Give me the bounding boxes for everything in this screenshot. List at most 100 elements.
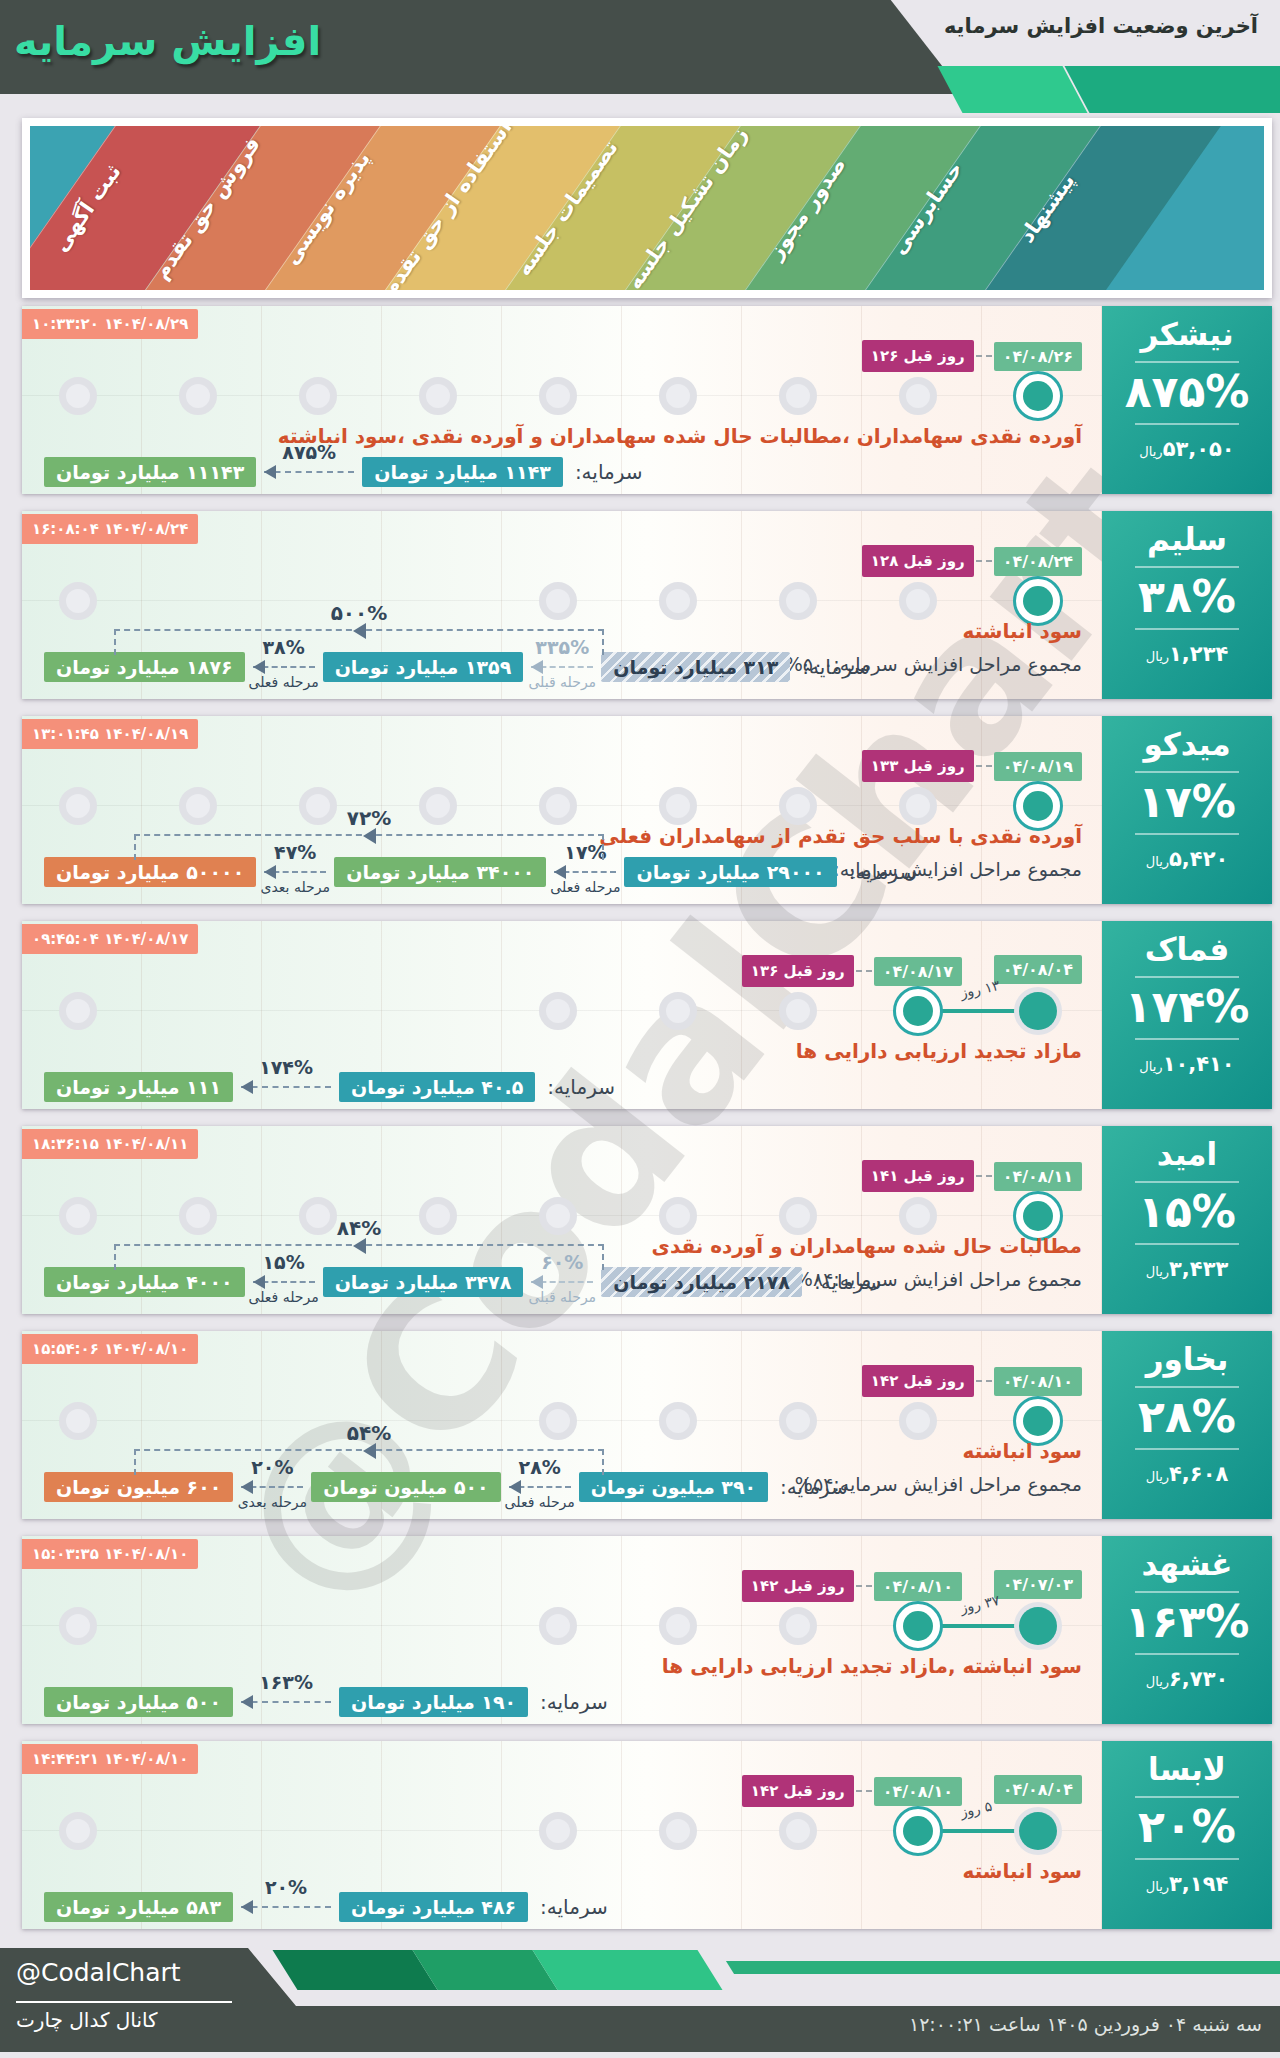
company-name: نیشکر — [1140, 316, 1233, 352]
company-percent: ۳۸% — [1138, 575, 1236, 619]
timestamp-badge: ۱۴۰۴/۰۸/۱۰ ۱۵:۵۴:۰۶ — [22, 1334, 198, 1364]
stage-circle-empty — [899, 787, 937, 825]
company-panel: امید۱۵%۳,۴۳۳ریال — [1102, 1126, 1272, 1314]
timestamp-badge: ۱۴۰۴/۰۸/۱۱ ۱۸:۳۶:۱۵ — [22, 1129, 198, 1159]
page-title: افزایش سرمایه — [14, 18, 321, 64]
stage-circle-empty — [779, 992, 817, 1030]
event-date-badge: ۰۴/۰۸/۱۰ — [994, 1367, 1082, 1396]
dash-connector — [856, 970, 872, 972]
capital-badge: ۵۰۰۰۰ میلیارد تومان — [44, 857, 256, 887]
stage-circle-empty — [59, 1607, 97, 1645]
increase-arrow: ۱۷%مرحله فعلی — [554, 871, 616, 873]
footer-stripe-1 — [273, 1950, 438, 1990]
company-card: ۱۴۰۴/۰۸/۱۷ ۰۹:۴۵:۰۴۱۳۶ روز قبل۰۴/۰۸/۱۷۰۴… — [22, 921, 1272, 1109]
stage-circle-empty — [899, 1197, 937, 1235]
capital-label: سرمایه: — [802, 655, 870, 679]
increase-arrow: ۲۰%مرحله بعدی — [241, 1486, 303, 1488]
stage-circle-empty — [179, 377, 217, 415]
stage-circle-active — [893, 1601, 943, 1651]
capital-badge: ۱۸۷۶ میلیارد تومان — [44, 652, 245, 682]
dash-connector — [976, 560, 992, 562]
stage-circle-empty — [59, 1197, 97, 1235]
stage-circle-empty — [539, 377, 577, 415]
increase-arrow: ۶۰%مرحله قبلی — [531, 1281, 593, 1283]
stage-circle-empty — [779, 377, 817, 415]
timestamp-badge: ۱۴۰۴/۰۸/۱۰ ۱۵:۰۳:۳۵ — [22, 1539, 198, 1569]
increase-arrow: ۸۷۵% — [264, 471, 354, 473]
stage-circle-empty — [59, 1812, 97, 1850]
stage-circle-empty — [59, 787, 97, 825]
days-ago-badge: ۱۴۱ روز قبل — [862, 1160, 974, 1192]
company-panel: میدکو۱۷%۵,۴۲۰ریال — [1102, 716, 1272, 904]
description-text: آورده نقدی با سلب حق تقدم از سهامداران ف… — [599, 824, 1082, 848]
timestamp-badge: ۱۴۰۴/۰۸/۲۹ ۱۰:۳۳:۲۰ — [22, 309, 198, 339]
stage-circle-empty — [419, 1197, 457, 1235]
company-price: ۴,۶۰۸ — [1169, 1462, 1228, 1486]
description-text: مطالبات حال شده سهامداران و آورده نقدی — [652, 1234, 1082, 1258]
capital-label: سرمایه: — [547, 1075, 615, 1099]
event-date-badge: ۰۴/۰۸/۲۴ — [994, 547, 1082, 576]
increase-arrow: ۱۷۴% — [241, 1086, 331, 1088]
company-price: ۶,۷۳۰ — [1169, 1667, 1228, 1691]
header-stripe-dark — [1065, 66, 1280, 113]
company-panel: نیشکر ۸۷۵% ۵۳,۰۵۰ریال — [1102, 306, 1272, 494]
days-ago-badge: ۱۲۶ روز قبل — [862, 340, 974, 372]
company-price: ۵۳,۰۵۰ — [1163, 437, 1235, 461]
days-ago-badge: ۱۲۸ روز قبل — [862, 545, 974, 577]
company-percent: ۱۵% — [1138, 1190, 1236, 1234]
increase-percent: ۲۰% — [265, 1876, 307, 1898]
company-name: لابسا — [1148, 1751, 1226, 1787]
capital-badge: ۴۰.۵ میلیارد تومان — [339, 1072, 535, 1102]
company-price: ۳,۴۳۳ — [1169, 1257, 1228, 1281]
total-percent: ۸۴% — [337, 1216, 381, 1240]
stage-circle-empty — [59, 377, 97, 415]
company-price: ۳,۱۹۴ — [1169, 1872, 1228, 1896]
stage-circle-empty — [59, 1402, 97, 1440]
capital-badge: ۲۹۰۰۰ میلیارد تومان — [624, 857, 836, 887]
stage-circle-empty — [659, 1197, 697, 1235]
stage-name-label: مرحله قبلی — [528, 674, 596, 690]
company-name: بخاور — [1146, 1341, 1229, 1377]
dash-connector — [976, 1380, 992, 1382]
stage-circle-empty — [899, 582, 937, 620]
increase-arrow: ۲۸%مرحله فعلی — [509, 1486, 571, 1488]
company-panel: غشهد۱۶۳%۶,۷۳۰ریال — [1102, 1536, 1272, 1724]
days-ago-badge: ۱۳۶ روز قبل — [742, 955, 854, 987]
capital-label: سرمایه: — [849, 860, 917, 884]
event-date-badge: ۰۴/۰۸/۰۴ — [994, 1775, 1082, 1804]
company-percent: ۸۷۵% — [1125, 370, 1250, 414]
stages-banner: ثبت آگهیفروش حق تقدمپذیره نویسیاستفاده ا… — [22, 118, 1272, 298]
total-bracket: ۷۲% — [134, 834, 604, 860]
capital-badge: ۱۱۴۳ میلیارد تومان — [362, 457, 563, 487]
company-name: فماک — [1145, 931, 1229, 967]
total-percent: ۵۰۰% — [331, 601, 388, 625]
price-unit: ریال — [1139, 444, 1162, 459]
footer-stripe-3 — [533, 1950, 723, 1990]
stage-circle-empty — [779, 1197, 817, 1235]
capital-label: سرمایه: — [814, 1270, 882, 1294]
stage-circle-empty — [299, 1197, 337, 1235]
company-panel: لابسا۲۰%۳,۱۹۴ریال — [1102, 1741, 1272, 1929]
capital-badge: ۴۸۶ میلیارد تومان — [339, 1892, 528, 1922]
days-between-label: ۵ روز — [959, 1798, 994, 1820]
stage-circle-empty — [299, 787, 337, 825]
company-card: ۱۴۰۴/۰۸/۱۰ ۱۴:۴۴:۲۱۱۴۲ روز قبل۰۴/۰۸/۱۰۰۴… — [22, 1741, 1272, 1929]
description-text: سود انباشته — [963, 619, 1082, 643]
stage-circle-empty — [779, 787, 817, 825]
company-name: امید — [1157, 1136, 1217, 1172]
price-unit: ریال — [1139, 1059, 1162, 1074]
company-percent: ۱۷۴% — [1125, 985, 1250, 1029]
footer-channel-label: کانال کدال چارت — [16, 2008, 158, 2032]
stage-circle-empty — [179, 787, 217, 825]
increase-percent: ۱۶۳% — [259, 1671, 313, 1693]
event-date-badge: ۰۴/۰۸/۱۰ — [874, 1777, 962, 1806]
increase-arrow: ۱۶۳% — [241, 1701, 331, 1703]
capital-badge: ۵۰۰ میلیون تومان — [311, 1472, 500, 1502]
capital-label: سرمایه: — [540, 1895, 608, 1919]
stage-circle-empty — [659, 1812, 697, 1850]
stage-circle-done — [1019, 1812, 1057, 1850]
capital-badge: ۱۱۱ میلیارد تومان — [44, 1072, 233, 1102]
increase-arrow: ۲۰% — [241, 1906, 331, 1908]
event-date-badge: ۰۴/۰۸/۱۷ — [874, 957, 962, 986]
stage-circle-empty — [299, 377, 337, 415]
